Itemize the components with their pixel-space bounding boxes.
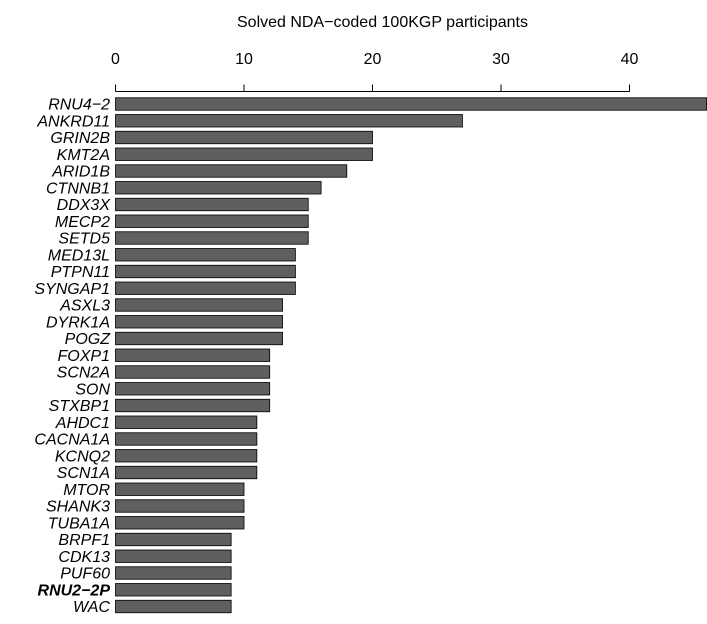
- category-label: KCNQ2: [55, 448, 110, 465]
- bar: [115, 415, 258, 429]
- category-label-highlighted: RNU2−2P: [38, 582, 111, 599]
- category-label: DYRK1A: [46, 314, 110, 331]
- bar: [115, 449, 258, 463]
- bar: [115, 348, 271, 362]
- category-label: CTNNB1: [46, 180, 110, 197]
- bar: [115, 281, 296, 295]
- bar: [115, 315, 283, 329]
- bar: [115, 264, 296, 279]
- bar: [115, 499, 245, 513]
- bar: [115, 549, 232, 563]
- bar: [115, 432, 258, 446]
- bars: [115, 97, 707, 614]
- category-label: SON: [75, 381, 110, 398]
- category-label: SHANK3: [46, 499, 110, 516]
- bar: [115, 532, 232, 547]
- category-label: ASXL3: [59, 298, 110, 315]
- category-label: ARID1B: [51, 164, 110, 181]
- category-label: PTPN11: [51, 264, 110, 281]
- bar: [115, 583, 232, 597]
- bar: [115, 97, 707, 111]
- category-label: KMT2A: [57, 147, 110, 164]
- category-label: POGZ: [65, 331, 112, 348]
- bar: [115, 197, 309, 212]
- bar: [115, 516, 245, 530]
- category-label: DDX3X: [57, 197, 112, 214]
- bar: [115, 398, 271, 413]
- category-label: MTOR: [63, 482, 110, 499]
- bar: [115, 465, 258, 480]
- bar: [115, 114, 463, 128]
- x-tick-label: 10: [235, 51, 253, 68]
- bar: [115, 382, 271, 396]
- category-label: AHDC1: [55, 415, 110, 432]
- x-tick-label: 30: [492, 51, 510, 68]
- category-label: WAC: [73, 599, 110, 616]
- bar: [115, 130, 373, 145]
- x-tick-label: 0: [111, 51, 120, 68]
- bar: [115, 147, 373, 161]
- category-labels: RNU4−2ANKRD11GRIN2BKMT2AARID1BCTNNB1DDX3…: [34, 97, 111, 617]
- category-label: SYNGAP1: [34, 281, 110, 298]
- category-label: SCN2A: [57, 365, 110, 382]
- category-label: TUBA1A: [48, 515, 110, 532]
- x-tick-label: 40: [621, 51, 639, 68]
- category-label: MED13L: [48, 247, 110, 264]
- bar: [115, 214, 309, 228]
- category-label: PUF60: [60, 566, 110, 583]
- category-label: CACNA1A: [34, 432, 110, 449]
- x-axis-title: Solved NDA−coded 100KGP participants: [237, 14, 528, 31]
- bar: [115, 181, 322, 195]
- bar: [115, 482, 245, 496]
- x-tick-label: 20: [364, 51, 382, 68]
- category-label: STXBP1: [49, 398, 110, 415]
- bar: [115, 298, 283, 312]
- x-axis: 0 10 20 30 40: [111, 51, 639, 92]
- category-label: CDK13: [58, 549, 110, 566]
- category-label: ANKRD11: [36, 113, 110, 130]
- category-label: SCN1A: [57, 465, 110, 482]
- category-label: MECP2: [55, 214, 110, 231]
- bar: [115, 599, 232, 614]
- bar: [115, 231, 309, 245]
- bar: [115, 248, 296, 262]
- bar: [115, 331, 283, 346]
- category-label: SETD5: [58, 231, 110, 248]
- category-label: GRIN2B: [50, 130, 110, 147]
- category-label: FOXP1: [58, 348, 110, 365]
- bar: [115, 164, 348, 178]
- bar: [115, 365, 271, 379]
- category-label: RNU4−2: [48, 97, 110, 114]
- category-label: BRPF1: [58, 532, 110, 549]
- bar: [115, 566, 232, 580]
